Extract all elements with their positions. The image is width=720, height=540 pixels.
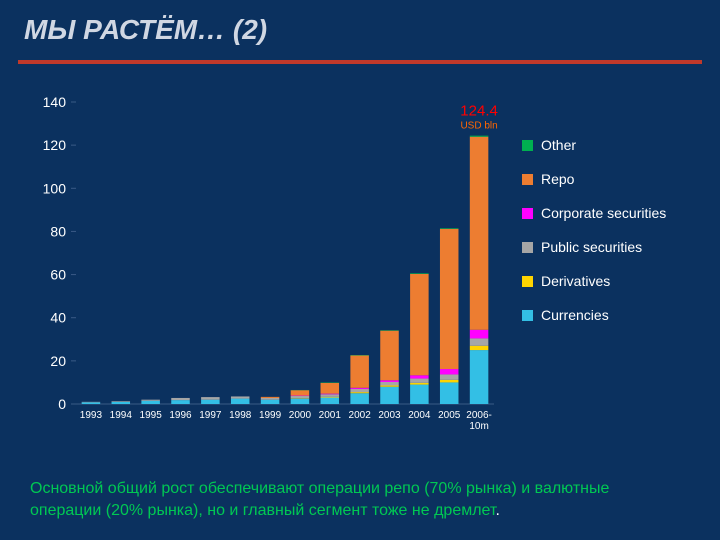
x-tick-label: 1997: [199, 410, 222, 421]
callout-sub: USD bln: [460, 121, 497, 132]
bar-segment: [141, 400, 160, 401]
legend-label: Repo: [541, 171, 575, 187]
bar-segment: [321, 394, 340, 397]
legend-label: Other: [541, 137, 576, 153]
bar-segment: [201, 400, 220, 404]
bar-segment: [171, 400, 190, 404]
bar-segment: [470, 346, 489, 350]
x-tick-label: 2004: [408, 410, 431, 421]
legend-swatch: [522, 140, 533, 151]
bar-segment: [410, 379, 429, 383]
caption-end: .: [495, 502, 499, 519]
bar-segment: [231, 399, 250, 404]
y-tick-label: 120: [43, 137, 67, 153]
bar-segment: [321, 398, 340, 404]
bar-segment: [440, 369, 459, 374]
bar-segment: [440, 382, 459, 404]
legend-swatch: [522, 310, 533, 321]
y-tick-label: 20: [50, 353, 66, 369]
bar-segment: [470, 338, 489, 345]
bar-segment: [112, 401, 131, 402]
legend-swatch: [522, 208, 533, 219]
bar-segment: [440, 374, 459, 379]
bar-segment: [350, 355, 369, 387]
bar-segment: [440, 228, 459, 229]
legend-label: Corporate securities: [541, 205, 666, 221]
bar-segment: [321, 394, 340, 395]
legend-swatch: [522, 276, 533, 287]
x-tick-label: 1998: [229, 410, 252, 421]
title-underline: [18, 60, 702, 64]
page-title: МЫ РАСТЁМ… (2): [24, 14, 267, 46]
bar-segment: [291, 390, 310, 395]
y-tick-label: 80: [50, 223, 66, 239]
x-tick-label: 10m: [469, 421, 488, 432]
bar-segment: [440, 380, 459, 383]
legend-swatch: [522, 174, 533, 185]
x-tick-label: 2005: [438, 410, 461, 421]
bar-segment: [350, 393, 369, 404]
bar-segment: [410, 273, 429, 274]
bar-segment: [470, 137, 489, 330]
y-tick-label: 140: [43, 94, 67, 110]
bar-segment: [350, 388, 369, 389]
legend-swatch: [522, 242, 533, 253]
bar-segment: [380, 331, 399, 381]
bar-segment: [261, 397, 280, 398]
main-chart: 0 20 40 60 80 100 120 140 1993 1994 1995 1996 1997 19…: [24, 80, 684, 460]
bar-segment: [380, 382, 399, 385]
bar-segment: [231, 396, 250, 398]
y-tick-label: 100: [43, 180, 67, 196]
x-tick-label: 2006-: [466, 410, 492, 421]
bar-segment: [410, 383, 429, 385]
bar-segment: [350, 392, 369, 393]
legend-label: Derivatives: [541, 273, 610, 289]
bar-segment: [470, 330, 489, 339]
bar-segment: [470, 350, 489, 404]
bar-segment: [261, 400, 280, 404]
bar-segment: [171, 398, 190, 400]
x-tick-label: 1993: [80, 410, 103, 421]
bar-segment: [380, 385, 399, 386]
caption-main: Основной общий рост обеспечивают операци…: [30, 480, 609, 519]
legend-label: Currencies: [541, 307, 609, 323]
x-tick-label: 2002: [349, 410, 372, 421]
bar-segment: [261, 398, 280, 400]
bar-segment: [112, 402, 131, 404]
x-tick-label: 2001: [319, 410, 342, 421]
x-tick-label: 1995: [140, 410, 163, 421]
bar-segment: [321, 397, 340, 398]
bar-segment: [141, 401, 160, 404]
x-tick-label: 2000: [289, 410, 312, 421]
bar-segment: [470, 136, 489, 137]
y-tick-label: 60: [50, 267, 66, 283]
bar-segment: [410, 274, 429, 375]
x-tick-label: 1999: [259, 410, 282, 421]
bar-segment: [350, 389, 369, 392]
bar-segment: [380, 387, 399, 404]
bar-segment: [380, 380, 399, 382]
y-tick-label: 0: [58, 396, 66, 412]
caption-text: Основной общий рост обеспечивают операци…: [30, 478, 680, 521]
bar-segment: [440, 229, 459, 369]
x-tick-label: 2003: [378, 410, 401, 421]
bar-segment: [82, 402, 101, 404]
bar-segment: [410, 385, 429, 404]
bar-segment: [291, 396, 310, 398]
bar-segment: [291, 399, 310, 404]
legend-label: Public securities: [541, 239, 642, 255]
bar-segment: [201, 397, 220, 400]
bar-segment: [321, 383, 340, 394]
y-tick-label: 40: [50, 310, 66, 326]
x-tick-label: 1996: [169, 410, 192, 421]
callout-value: 124.4: [460, 103, 498, 120]
x-tick-label: 1994: [110, 410, 133, 421]
bar-segment: [410, 375, 429, 378]
